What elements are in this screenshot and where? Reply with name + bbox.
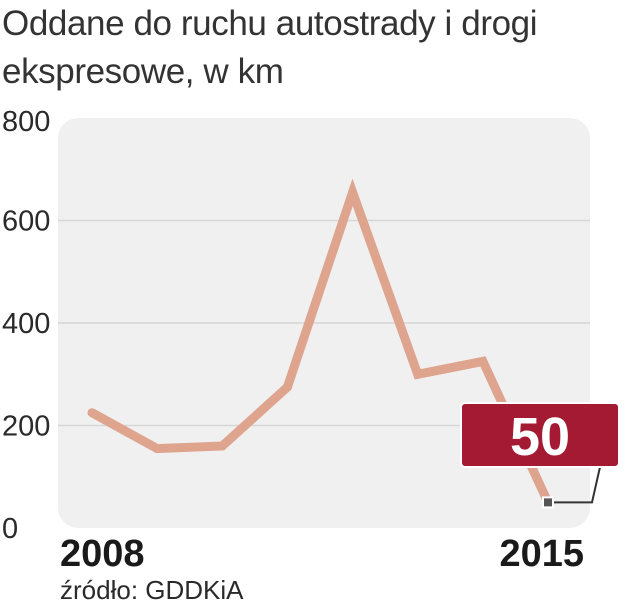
- series-line: [89, 178, 553, 505]
- y-tick-label: 200: [2, 411, 50, 443]
- data-point-2012: [348, 187, 358, 197]
- data-point-2010: [217, 441, 227, 451]
- data-point-2013: [413, 369, 423, 379]
- y-axis-ticks: 0 200 400 600 800: [2, 106, 50, 545]
- y-tick-label: 400: [2, 308, 50, 340]
- data-point-2008: [87, 408, 97, 418]
- x-tick-label: 2015: [499, 533, 584, 575]
- callout-leader-line: [554, 466, 601, 504]
- x-axis-ticks: 2008 2015: [60, 533, 584, 575]
- data-point-2014: [478, 356, 488, 366]
- data-point-2009: [152, 444, 162, 454]
- y-tick-label: 600: [2, 206, 50, 238]
- end-point-marker: [542, 496, 554, 509]
- x-tick-label: 2008: [60, 533, 145, 575]
- chart-title: Oddane do ruchu autostrady i drogi ekspr…: [2, 4, 538, 91]
- y-tick-label: 0: [2, 513, 18, 545]
- value-callout-label: 50: [510, 407, 570, 467]
- value-callout-box: [460, 402, 620, 468]
- source-note: źródło: GDDKiA: [60, 575, 244, 605]
- y-tick-label: 800: [2, 106, 50, 138]
- data-point-2011: [282, 382, 292, 392]
